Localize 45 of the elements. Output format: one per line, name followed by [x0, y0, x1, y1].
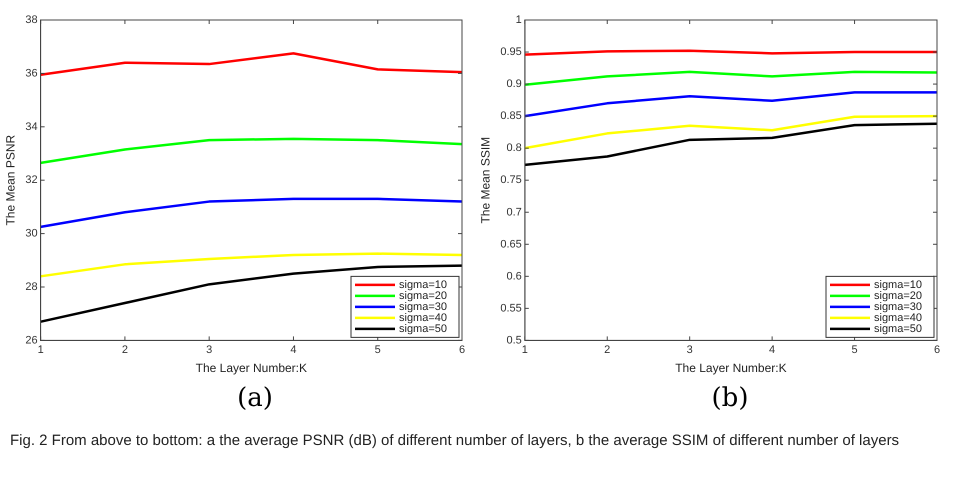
y-tick-label: 0.5	[506, 334, 522, 346]
y-tick-label: 34	[25, 120, 38, 133]
text: (b)	[710, 383, 750, 413]
y-tick-label: 0.6	[506, 270, 522, 282]
x-tick-label: 4	[290, 344, 297, 356]
y-tick-label: 26	[25, 334, 38, 346]
y-tick-label: 32	[25, 174, 38, 186]
y-tick-label: 0.9	[506, 78, 522, 90]
x-axis-title: The Layer Number:K	[675, 361, 787, 376]
x-axis-title: The Layer Number:K	[196, 361, 308, 376]
y-tick-label: 0.65	[500, 238, 522, 250]
x-tick-label: 5	[852, 344, 858, 356]
legend-label: sigma=50	[874, 322, 922, 335]
x-tick-label: 3	[686, 344, 693, 356]
y-tick-label: 0.95	[500, 46, 522, 58]
x-tick-label: 2	[122, 344, 128, 356]
x-tick-label: 6	[934, 344, 940, 356]
x-tick-label: 3	[206, 344, 212, 356]
y-tick-label: 0.55	[500, 302, 522, 314]
y-tick-label: 1	[516, 14, 522, 26]
caption: Fig. 2 From above to bottom: a the average PSNR (dB) of different number of layers, b the average SSIM of different number of layers	[10, 431, 900, 451]
x-tick-label: 5	[374, 344, 381, 356]
legend-label: sigma=40	[874, 312, 922, 324]
y-tick-label: 30	[25, 228, 38, 240]
legend-label: sigma=20	[399, 290, 448, 302]
y-tick-label: 0.75	[500, 174, 522, 186]
y-tick-label: 38	[25, 14, 38, 26]
y-tick-label: 28	[25, 281, 38, 294]
y-tick-label: 0.8	[506, 142, 522, 154]
legend-label: sigma=30	[399, 300, 448, 313]
legend-label: sigma=30	[874, 300, 922, 313]
x-tick-label: 4	[769, 344, 776, 356]
y-tick-label: 0.85	[500, 110, 522, 122]
y-axis-title: The Mean SSIM	[478, 136, 493, 224]
x-tick-label: 2	[604, 344, 610, 356]
legend-label: sigma=50	[399, 322, 448, 335]
legend-label: sigma=10	[399, 278, 448, 291]
legend-label: sigma=20	[874, 290, 922, 302]
y-tick-label: 0.7	[506, 206, 522, 218]
x-tick-label: 6	[458, 344, 466, 356]
text: (a)	[236, 383, 274, 413]
legend-label: sigma=40	[399, 312, 448, 324]
y-tick-label: 36	[25, 67, 38, 80]
y-axis-title: The Mean PSNR	[4, 134, 18, 226]
legend-label: sigma=10	[874, 278, 922, 291]
